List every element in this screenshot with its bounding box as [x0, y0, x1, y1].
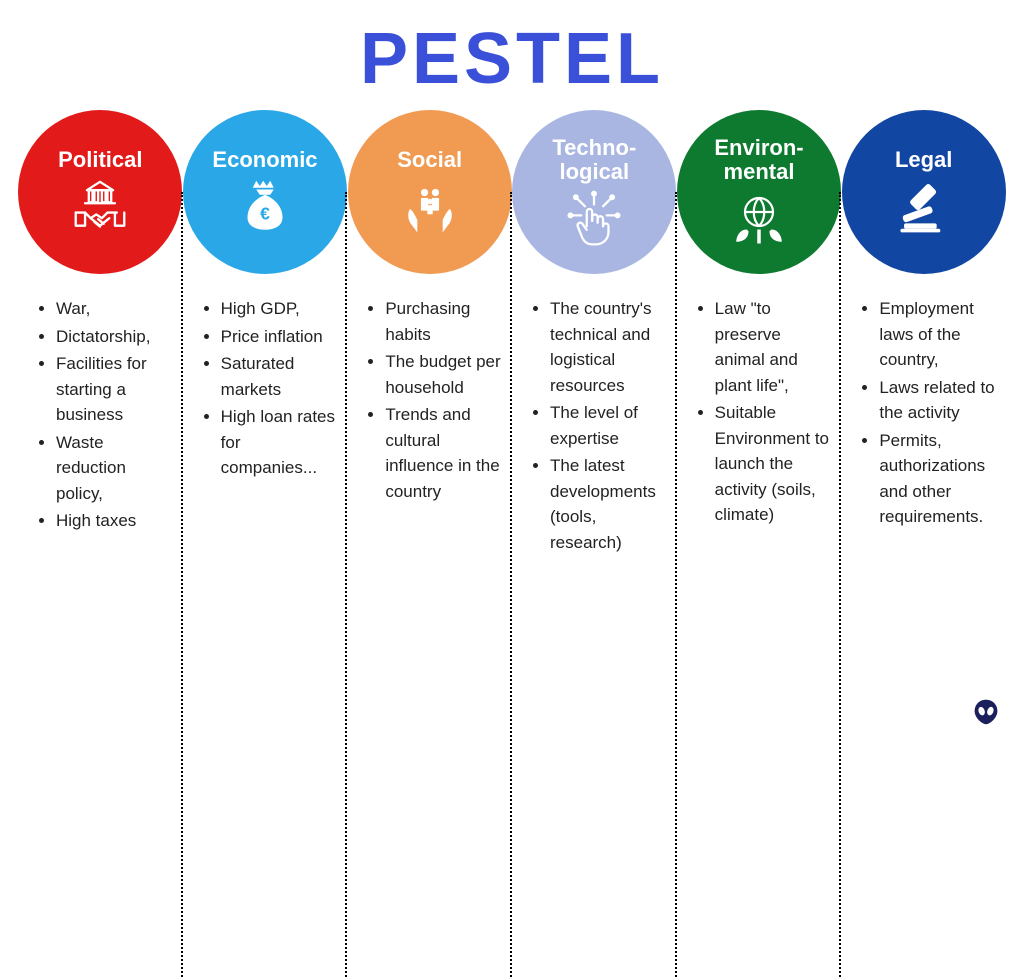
label-social: Social — [397, 148, 462, 172]
col-political: Political — [18, 110, 183, 557]
list-item: Suitable Environment to launch the activ… — [715, 400, 832, 528]
svg-text:€: € — [260, 203, 270, 223]
label-environmental: Environ-mental — [714, 136, 803, 184]
list-item: Laws related to the activity — [879, 375, 996, 426]
col-social: Social Purchasin — [347, 110, 512, 557]
col-economic: Economic € High GDP, Price inflation Sat… — [183, 110, 348, 557]
label-political: Political — [58, 148, 142, 172]
list-item: Dictatorship, — [56, 324, 173, 350]
col-technological: Techno-logical — [512, 110, 677, 557]
col-legal: Legal Employment laws of the country, La… — [841, 110, 1006, 557]
list-item: Law "to preserve animal and plant life", — [715, 296, 832, 398]
list-item: The latest developments (tools, research… — [550, 453, 667, 555]
list-item: The country's technical and logistical r… — [550, 296, 667, 398]
items-social: Purchasing habits The budget per househo… — [347, 274, 512, 506]
items-political: War, Dictatorship, Facilities for starti… — [18, 274, 183, 536]
items-economic: High GDP, Price inflation Saturated mark… — [183, 274, 348, 483]
label-legal: Legal — [895, 148, 952, 172]
list-item: Permits, authorizations and other requir… — [879, 428, 996, 530]
list-item: High taxes — [56, 508, 173, 534]
list-item: Facilities for starting a business — [56, 351, 173, 428]
money-bag-icon: € — [235, 178, 295, 236]
page-title: PESTEL — [0, 18, 1024, 100]
label-economic: Economic — [212, 148, 317, 172]
family-hands-icon — [400, 178, 460, 236]
list-item: Employment laws of the country, — [879, 296, 996, 373]
items-environmental: Law "to preserve animal and plant life",… — [677, 274, 842, 530]
items-technological: The country's technical and logistical r… — [512, 274, 677, 557]
list-item: Waste reduction policy, — [56, 430, 173, 507]
government-handshake-icon — [70, 178, 130, 236]
list-item: Trends and cultural influence in the cou… — [385, 402, 502, 504]
circle-economic: Economic € — [183, 110, 347, 274]
circle-legal: Legal — [842, 110, 1006, 274]
circle-political: Political — [18, 110, 182, 274]
items-legal: Employment laws of the country, Laws rel… — [841, 274, 1006, 532]
list-item: Purchasing habits — [385, 296, 502, 347]
circle-social: Social — [348, 110, 512, 274]
list-item: The budget per household — [385, 349, 502, 400]
circle-technological: Techno-logical — [512, 110, 676, 274]
alien-logo-icon — [972, 698, 1000, 726]
globe-leaf-icon — [729, 190, 789, 248]
list-item: War, — [56, 296, 173, 322]
gavel-icon — [894, 178, 954, 236]
list-item: High GDP, — [221, 296, 338, 322]
pestel-columns: Political — [0, 110, 1024, 557]
circle-environmental: Environ-mental — [677, 110, 841, 274]
list-item: Price inflation — [221, 324, 338, 350]
list-item: Saturated markets — [221, 351, 338, 402]
label-technological: Techno-logical — [552, 136, 636, 184]
list-item: The level of expertise — [550, 400, 667, 451]
tech-hand-icon — [564, 190, 624, 248]
col-environmental: Environ-mental — [677, 110, 842, 557]
list-item: High loan rates for companies... — [221, 404, 338, 481]
